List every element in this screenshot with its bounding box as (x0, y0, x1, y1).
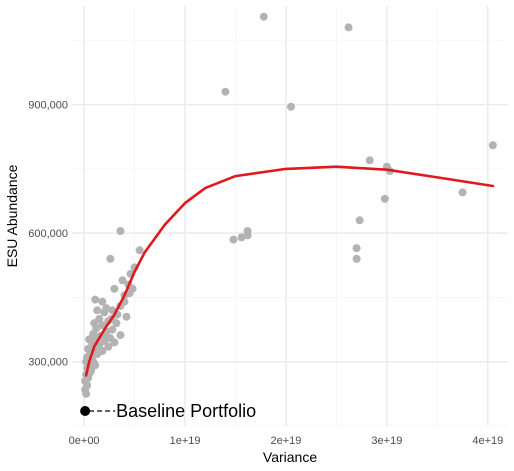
data-point (100, 308, 108, 316)
baseline-point (80, 406, 90, 416)
x-tick-label: 1e+19 (170, 435, 201, 447)
data-point (489, 141, 497, 149)
data-point (123, 313, 131, 321)
data-point (93, 306, 101, 314)
x-tick-label: 4e+19 (472, 435, 503, 447)
data-points (81, 13, 497, 398)
data-point (353, 255, 361, 263)
data-point (136, 246, 144, 254)
y-axis-ticks: 300,000 600,000 900,000 (28, 100, 68, 369)
data-point (353, 244, 361, 252)
x-axis-ticks: 0e+00 1e+19 2e+19 3e+19 4e+19 (69, 435, 504, 447)
data-point (238, 233, 246, 241)
data-point (116, 227, 124, 235)
data-point (110, 285, 118, 293)
data-point (82, 390, 90, 398)
data-point (260, 13, 268, 21)
baseline-label: Baseline Portfolio (116, 401, 256, 421)
data-point (356, 216, 364, 224)
baseline-annotation: Baseline Portfolio (80, 401, 256, 421)
data-point (229, 236, 237, 244)
x-tick-label: 0e+00 (69, 435, 100, 447)
grid (72, 6, 508, 426)
trend-line (86, 167, 493, 376)
data-point (366, 156, 374, 164)
data-point (381, 195, 389, 203)
y-tick-label: 300,000 (28, 357, 68, 369)
x-tick-label: 2e+19 (271, 435, 302, 447)
data-point (106, 255, 114, 263)
data-point (221, 88, 229, 96)
y-axis-title: ESU Abundance (4, 164, 20, 267)
data-point (459, 188, 467, 196)
x-axis-title: Variance (263, 449, 317, 465)
y-tick-label: 900,000 (28, 100, 68, 112)
y-tick-label: 600,000 (28, 228, 68, 240)
data-point (116, 331, 124, 339)
data-point (91, 296, 99, 304)
data-point (345, 23, 353, 31)
x-tick-label: 3e+19 (371, 435, 402, 447)
data-point (287, 103, 295, 111)
trend-line-path (86, 167, 493, 376)
